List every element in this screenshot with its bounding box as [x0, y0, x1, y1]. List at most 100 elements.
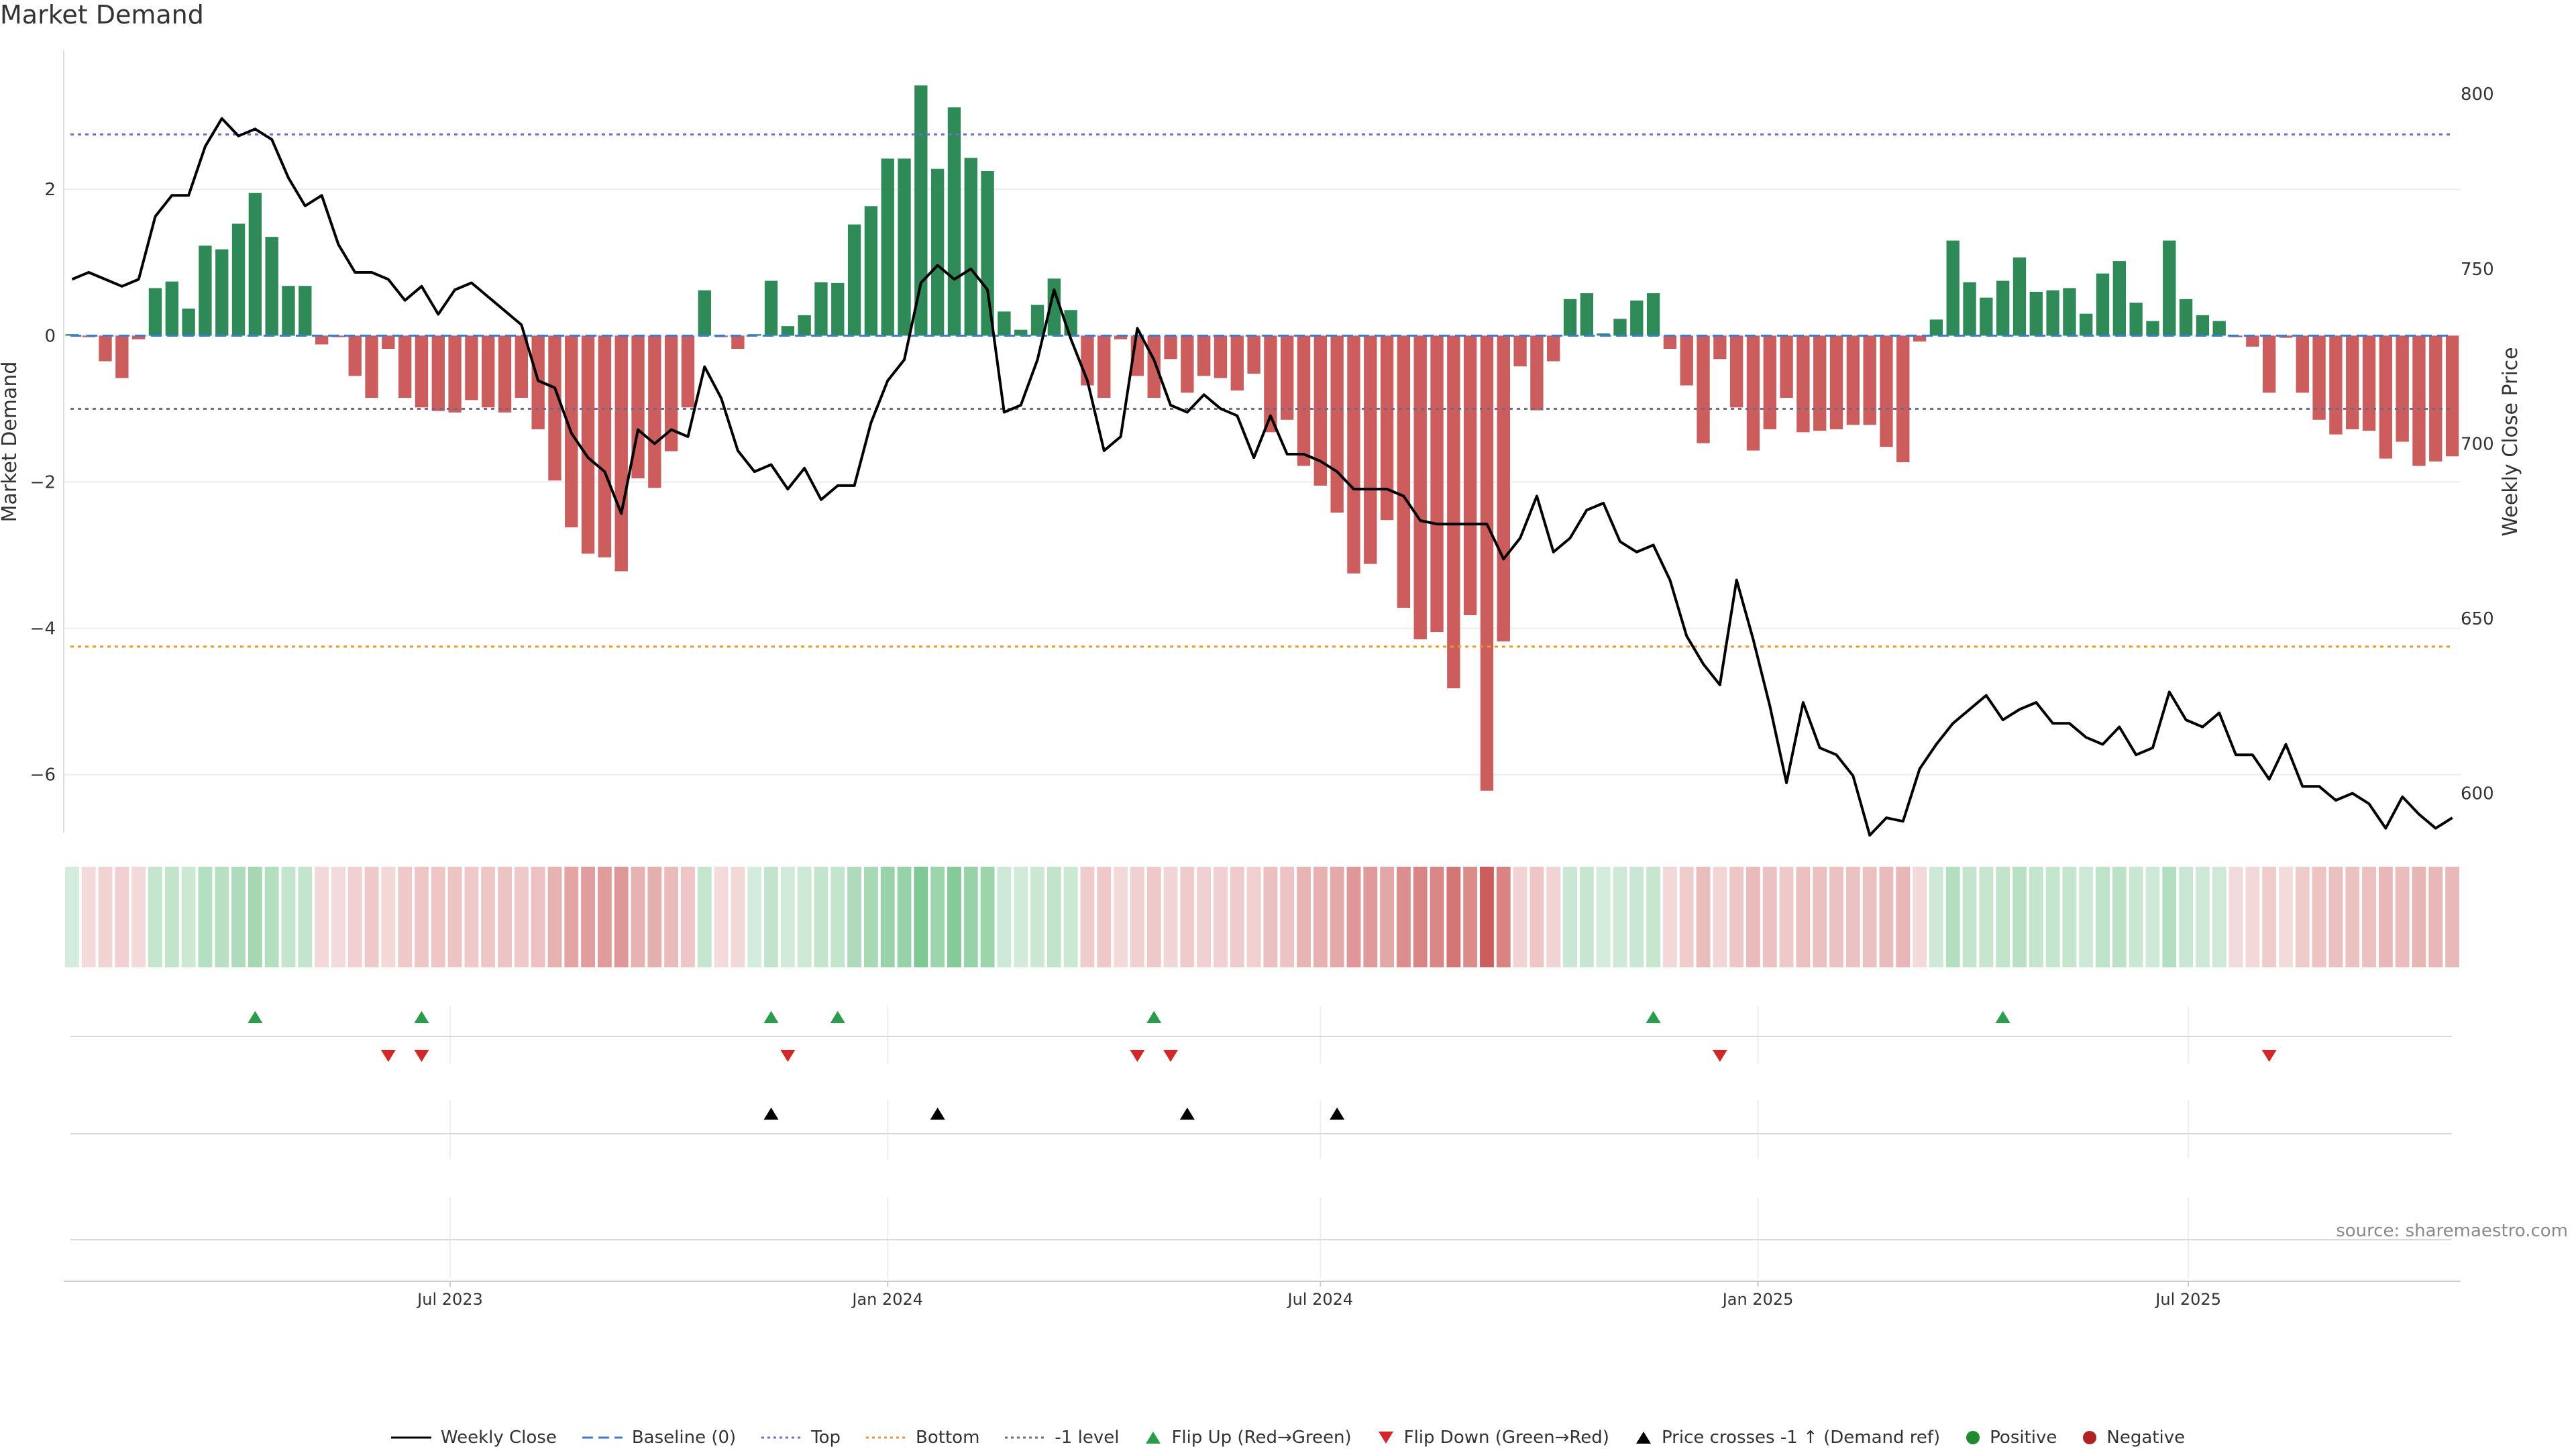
heat-cell [1996, 867, 2010, 967]
heat-cell [1929, 867, 1943, 967]
demand-bar [415, 335, 429, 408]
demand-bar [1996, 280, 2010, 336]
demand-bar [1697, 335, 1710, 443]
heat-cell [664, 867, 679, 967]
demand-bar [1114, 335, 1128, 339]
heat-cell [1513, 867, 1527, 967]
heat-cell [264, 867, 279, 967]
heat-cell [780, 867, 795, 967]
demand-bar [1497, 335, 1510, 642]
weekly-close-swatch [390, 1436, 431, 1439]
heat-cell [381, 867, 396, 967]
heat-cell [1629, 867, 1644, 967]
demand-heat-strip [64, 867, 2460, 967]
demand-bar [382, 335, 395, 349]
page-title: Market Demand [0, 0, 204, 30]
demand-bar [1613, 319, 1627, 336]
demand-bar [2262, 335, 2276, 393]
heat-cell [1729, 867, 1744, 967]
x-axis: Jul 2023 Jan 2024 Jul 2024 Jan 2025 Jul 2025 [64, 1281, 2461, 1309]
demand-bar [1463, 335, 1477, 615]
demand-bar [1863, 335, 1876, 425]
flip-up-triangle-icon [1146, 1432, 1161, 1444]
demand-bar [2096, 273, 2110, 336]
x-tick-label: Jul 2023 [416, 1290, 483, 1309]
demand-bar [1047, 278, 1061, 336]
heat-cell [1346, 867, 1361, 967]
demand-bar [648, 335, 661, 488]
heat-cell [2245, 867, 2260, 967]
demand-bar [664, 335, 678, 451]
source-note: source: sharemaestro.com [2336, 1221, 2568, 1241]
flip-up-marker [248, 1011, 263, 1023]
heat-cell [164, 867, 179, 967]
demand-bars [65, 85, 2459, 791]
demand-bar [1380, 335, 1394, 521]
heat-cell [64, 867, 79, 967]
demand-bar [498, 335, 512, 413]
heat-cell [1662, 867, 1677, 967]
heat-cell [1297, 867, 1311, 967]
y-tick-label: −2 [30, 472, 56, 492]
demand-bar [2129, 303, 2143, 336]
heat-cell [731, 867, 745, 967]
heat-cell [115, 867, 129, 967]
demand-bar [515, 335, 529, 398]
heat-cell [1263, 867, 1278, 967]
demand-bar [165, 281, 178, 336]
demand-bar [1547, 335, 1560, 362]
y2-tick-label: 800 [2461, 85, 2494, 105]
heat-cell [697, 867, 712, 967]
demand-bar [1330, 335, 1344, 513]
heat-cell [1130, 867, 1144, 967]
heat-cell [581, 867, 596, 967]
demand-bar [1247, 335, 1260, 374]
legend-label: Top [811, 1428, 841, 1448]
heat-cell [81, 867, 96, 967]
flip-down-triangle-icon [1378, 1432, 1393, 1444]
x-tick-label: Jul 2024 [1287, 1290, 1354, 1309]
heat-cell [1962, 867, 1977, 967]
demand-bar [2346, 335, 2359, 429]
heat-cell [997, 867, 1012, 967]
demand-bar [898, 158, 911, 336]
heat-cell [2129, 867, 2143, 967]
heat-cell [231, 867, 246, 967]
y2-tick-label: 750 [2461, 260, 2494, 280]
demand-bar [1963, 282, 1976, 336]
heat-cell [1596, 867, 1611, 967]
heat-cell [880, 867, 895, 967]
axis-layer: 2 0 −2 −4 −6 800 750 700 650 600 Market Demand Week… [0, 50, 2522, 833]
demand-bar [2429, 335, 2443, 462]
heat-cell [98, 867, 113, 967]
x-tick-label: Jul 2025 [2154, 1290, 2221, 1309]
demand-bar [1281, 335, 1294, 420]
heat-cell [2279, 867, 2293, 967]
demand-bar [581, 335, 595, 554]
y-tick-label: −6 [30, 765, 56, 786]
y2-tick-label: 650 [2461, 609, 2494, 629]
demand-bar [2445, 335, 2459, 457]
heat-cell [1463, 867, 1478, 967]
heat-cell [1480, 867, 1494, 967]
heat-cell [431, 867, 445, 967]
legend-label: Bottom [916, 1428, 980, 1448]
heat-cell [631, 867, 645, 967]
demand-bar [1214, 335, 1228, 378]
demand-bar [548, 335, 561, 481]
demand-bar [1097, 335, 1111, 398]
legend-label: -1 level [1055, 1428, 1120, 1448]
heat-cell [1446, 867, 1461, 967]
demand-bar [1746, 335, 1760, 451]
demand-bar [1297, 335, 1311, 466]
heat-cell [814, 867, 828, 967]
demand-bar [2163, 240, 2176, 336]
demand-bar [99, 335, 112, 362]
demand-bar [847, 224, 861, 336]
heat-cell [714, 867, 729, 967]
demand-bar [1397, 335, 1411, 608]
demand-bar [2279, 335, 2293, 338]
heat-cell [514, 867, 529, 967]
legend-item-negative: Negative [2082, 1428, 2185, 1448]
heat-cell [447, 867, 462, 967]
